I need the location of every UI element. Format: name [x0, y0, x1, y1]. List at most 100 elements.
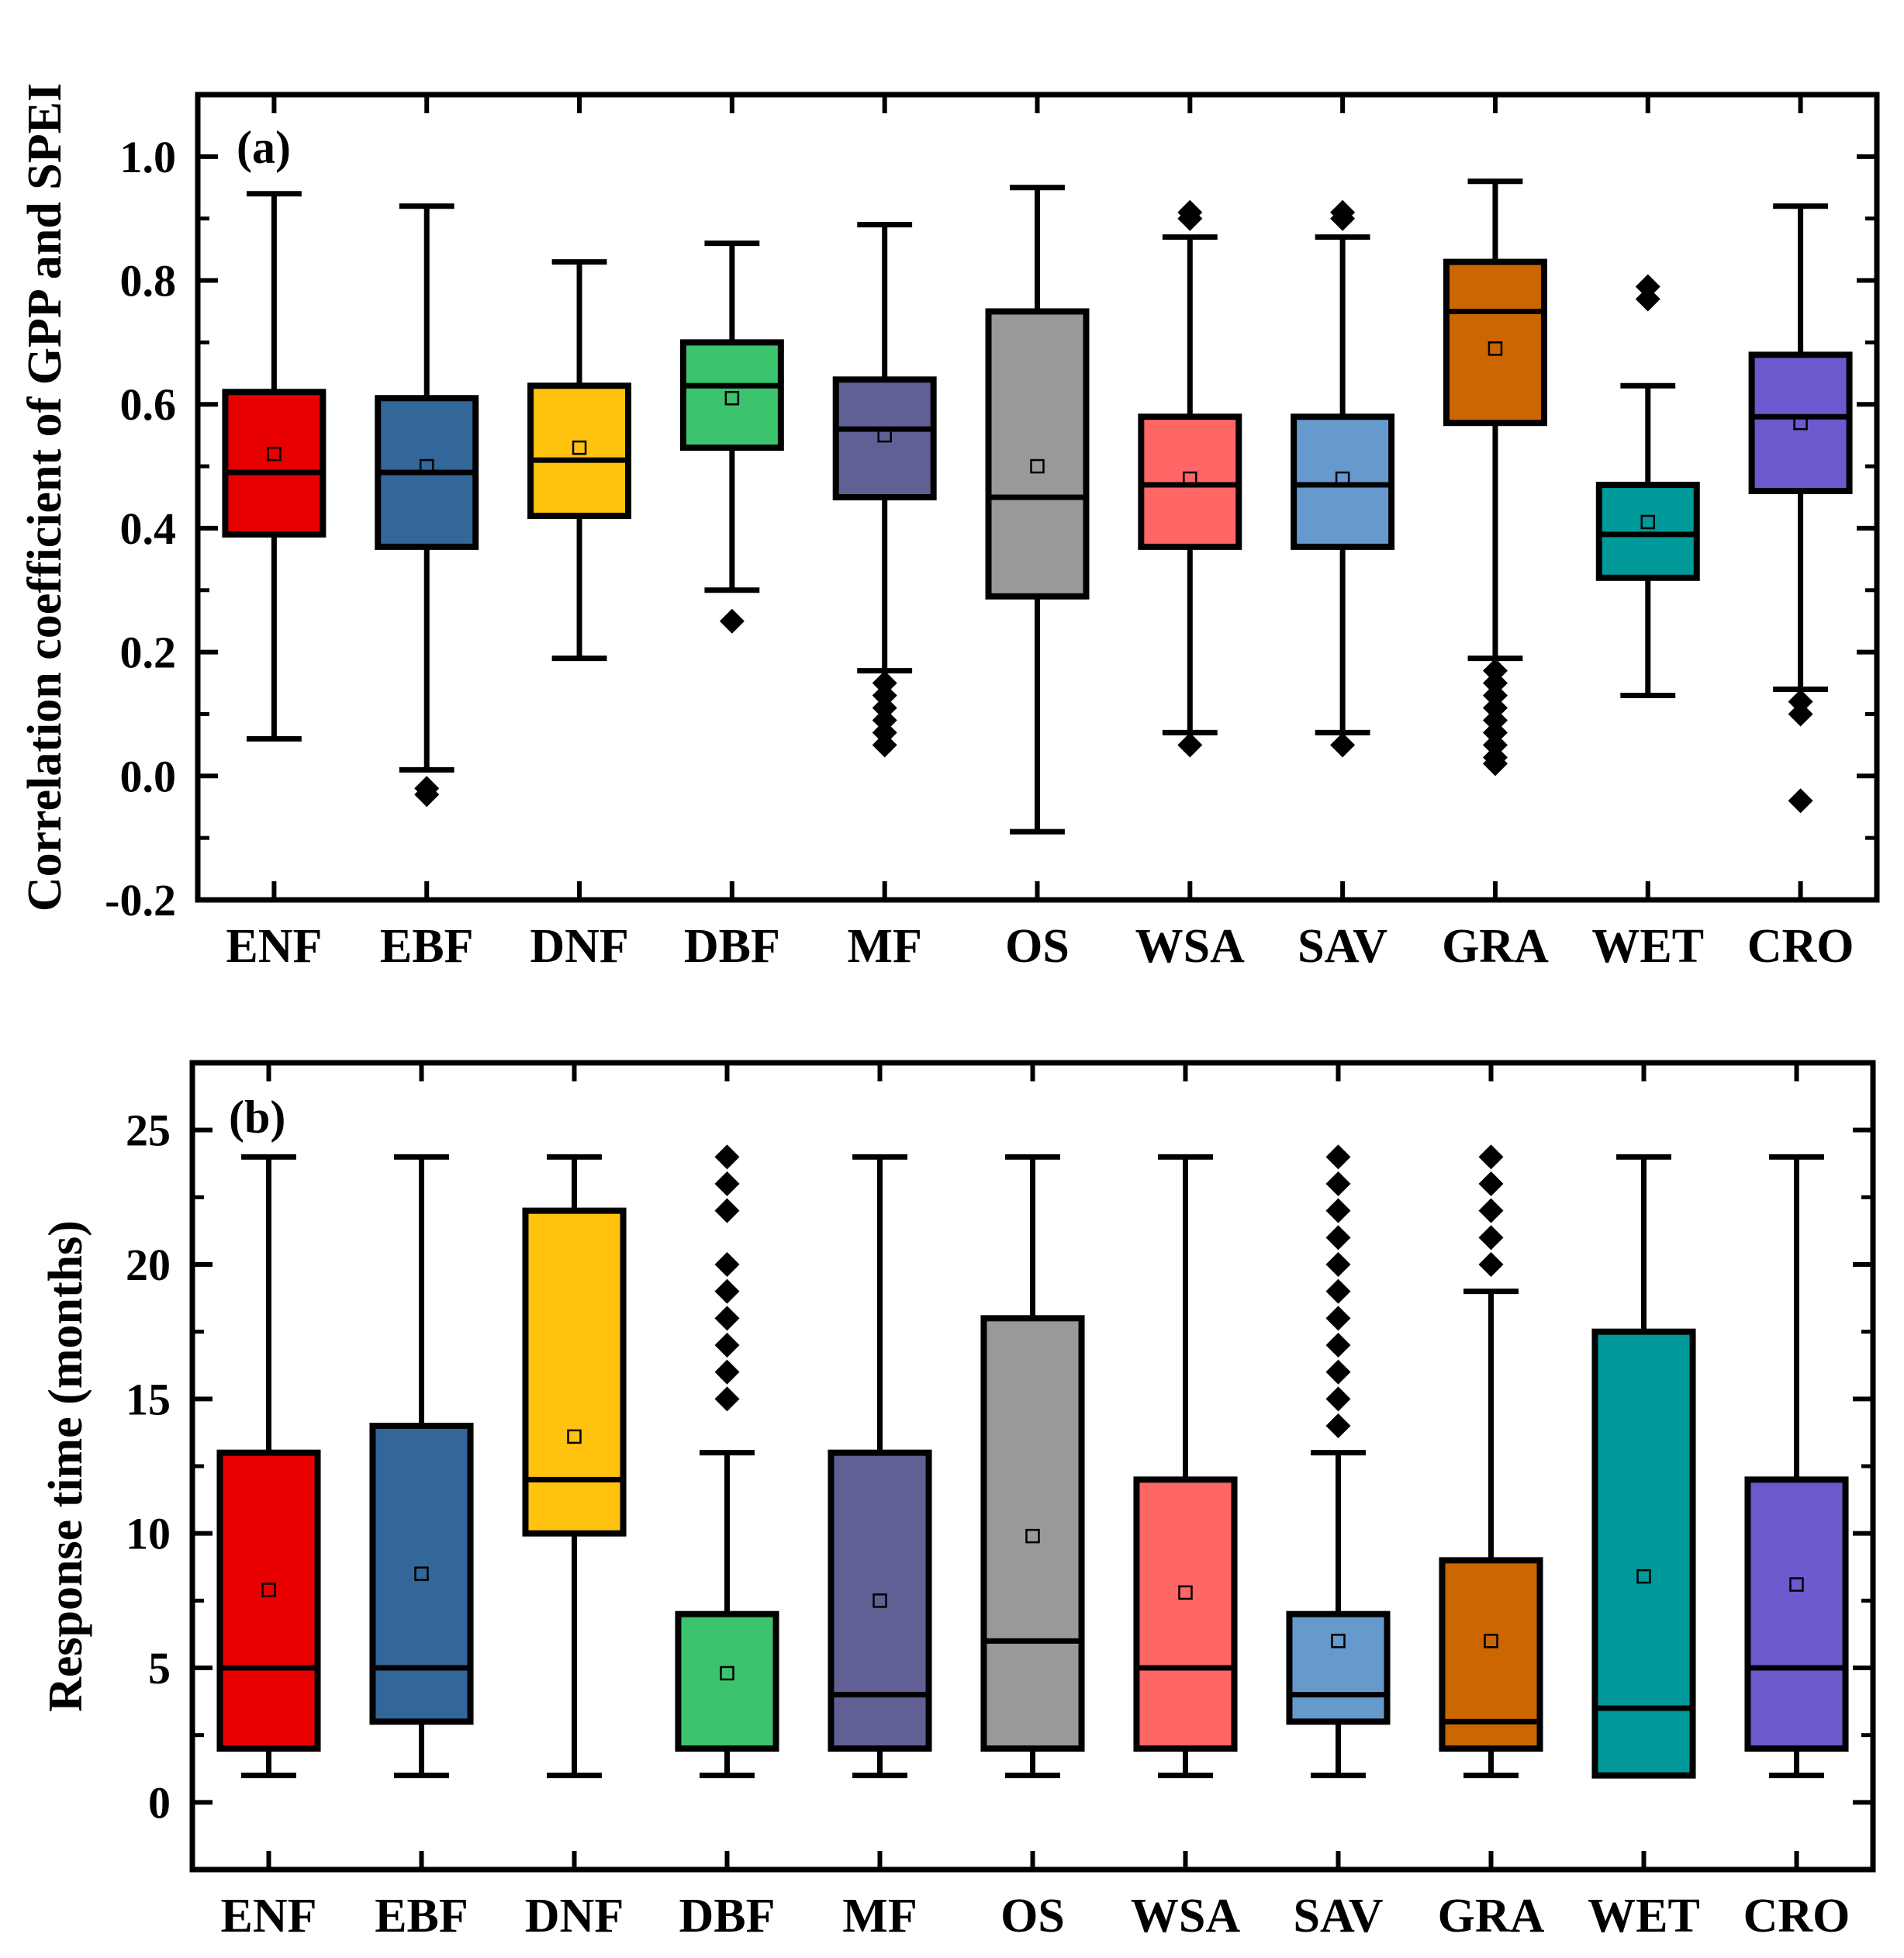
outlier-point	[714, 1171, 740, 1196]
x-category-label: GRA	[1442, 920, 1549, 973]
box-dnf: DNF	[527, 95, 632, 973]
box-sav: SAV	[1291, 95, 1395, 973]
x-category-label: DNF	[530, 920, 628, 973]
outlier-point	[1325, 1252, 1351, 1277]
outlier-point	[1325, 1171, 1351, 1196]
outlier-point	[1177, 732, 1203, 758]
outlier-point	[1478, 1144, 1504, 1170]
outlier-point	[1325, 1386, 1351, 1412]
box-ebf: EBF	[375, 95, 479, 973]
iqr-box	[980, 1315, 1085, 1752]
x-category-label: SAV	[1298, 920, 1387, 973]
box-mf: MF	[832, 95, 937, 973]
y-tick-label: 15	[126, 1374, 171, 1424]
iqr-box	[369, 1423, 474, 1725]
mean-marker	[414, 1566, 429, 1581]
outlier-point	[1788, 701, 1813, 727]
y-axis-title: Response time (months)	[40, 1220, 92, 1712]
outlier-point	[1478, 1225, 1504, 1251]
iqr-box	[1286, 1610, 1391, 1725]
mean-marker	[1789, 1577, 1804, 1592]
outlier-point	[714, 1252, 740, 1277]
y-tick-label: 1.0	[120, 132, 177, 182]
box-wet: WET	[1588, 1063, 1700, 1942]
box-enf: ENF	[216, 1063, 321, 1942]
outlier-point	[1325, 1144, 1351, 1170]
outlier-point	[714, 1359, 740, 1385]
mean-marker	[1178, 1585, 1193, 1600]
outlier-point	[714, 1278, 740, 1304]
outlier-point	[1325, 1198, 1351, 1223]
box-cro: CRO	[1743, 1063, 1850, 1942]
iqr-box	[832, 376, 937, 500]
panel-b-response-time: 0 5 10 15 20 25 Response time (months) (b) ENF EB…	[40, 1060, 1876, 1942]
outlier-point	[1325, 1359, 1351, 1385]
x-category-label: CRO	[1743, 1890, 1850, 1942]
iqr-box	[1138, 413, 1242, 550]
outlier-point	[1478, 1252, 1504, 1277]
panel-label: (a)	[237, 122, 291, 173]
box-wsa: WSA	[1131, 1063, 1240, 1942]
x-category-label: SAV	[1293, 1890, 1383, 1942]
mean-marker	[1488, 341, 1503, 356]
iqr-box	[1744, 1476, 1849, 1752]
y-tick-label: 0	[148, 1777, 171, 1828]
iqr-box	[527, 382, 632, 519]
y-axis-title: Correlation coefficient of GPP and SPEI	[19, 83, 71, 912]
box-os: OS	[985, 95, 1090, 973]
mean-marker	[1025, 1528, 1040, 1544]
box-os: OS	[980, 1063, 1085, 1942]
iqr-box	[1595, 482, 1700, 581]
box-mf: MF	[828, 1063, 932, 1942]
iqr-box	[828, 1449, 932, 1752]
outlier-point	[714, 1386, 740, 1412]
iqr-box	[216, 1449, 321, 1752]
outlier-point	[714, 1144, 740, 1170]
iqr-box	[1439, 1557, 1543, 1752]
box-dnf: DNF	[522, 1063, 627, 1942]
iqr-box	[222, 389, 327, 538]
y-tick-label: -0.2	[105, 875, 176, 925]
box-enf: ENF	[222, 95, 327, 973]
x-category-label: DNF	[525, 1890, 624, 1942]
outlier-point	[1325, 1306, 1351, 1331]
outlier-point	[1788, 788, 1813, 814]
y-tick-label: 0.2	[120, 628, 177, 678]
mean-marker	[873, 1593, 887, 1608]
x-category-label: EBF	[380, 920, 474, 973]
y-tick-label: 20	[126, 1240, 171, 1290]
mean-marker	[261, 1583, 276, 1597]
box-ebf: EBF	[369, 1063, 474, 1942]
x-category-label: GRA	[1438, 1890, 1545, 1942]
y-tick-label: 0.0	[120, 751, 177, 801]
x-category-label: OS	[1000, 1890, 1065, 1942]
x-category-label: EBF	[375, 1890, 468, 1942]
y-tick-label: 10	[126, 1509, 171, 1559]
x-category-label: DBF	[679, 1890, 776, 1942]
iqr-box	[679, 339, 784, 451]
mean-marker	[267, 446, 282, 462]
y-tick-label: 0.8	[120, 256, 177, 306]
outlier-point	[1478, 1171, 1504, 1196]
mean-marker	[567, 1429, 582, 1444]
x-category-label: OS	[1005, 920, 1069, 973]
mean-marker	[1640, 514, 1656, 530]
outlier-point	[1635, 274, 1660, 299]
mean-marker	[1636, 1569, 1651, 1584]
outlier-point	[714, 1333, 740, 1358]
y-tick-label: 5	[148, 1643, 171, 1693]
mean-marker	[1335, 471, 1350, 486]
outlier-point	[1325, 1278, 1351, 1304]
outlier-point	[1330, 732, 1356, 758]
mean-marker	[1183, 471, 1197, 486]
iqr-box	[675, 1610, 779, 1752]
iqr-box	[1291, 413, 1395, 550]
mean-marker	[720, 1666, 734, 1681]
y-tick-label: 0.4	[120, 503, 177, 554]
panel-a-correlation: -0.2 0.0 0.2 0.4 0.6 0.8 1.0 Correlation coeffi…	[19, 83, 1880, 973]
iqr-box	[522, 1207, 627, 1537]
outlier-point	[1325, 1333, 1351, 1358]
outlier-point	[714, 1306, 740, 1331]
iqr-box	[1748, 351, 1853, 495]
box-dbf: DBF	[679, 95, 784, 973]
